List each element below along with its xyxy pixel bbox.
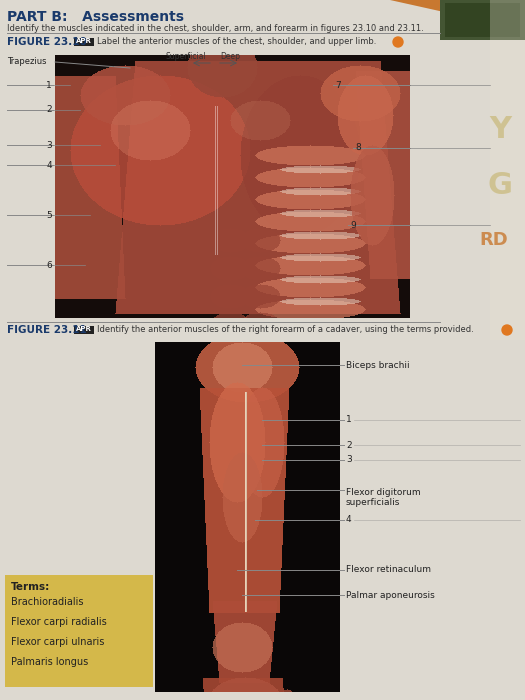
Text: 1: 1 — [46, 80, 52, 90]
Text: 1: 1 — [346, 416, 352, 424]
Text: RD: RD — [480, 231, 508, 249]
Text: 3: 3 — [46, 141, 52, 150]
Text: Y: Y — [489, 116, 511, 144]
Bar — [490, 0, 525, 340]
Text: 3: 3 — [346, 456, 352, 465]
Polygon shape — [390, 0, 525, 30]
Text: 6: 6 — [46, 260, 52, 270]
Text: Biceps brachii: Biceps brachii — [346, 360, 410, 370]
Text: Superficial: Superficial — [165, 52, 206, 61]
Bar — [5, 575, 153, 687]
Text: Terms:: Terms: — [11, 582, 50, 592]
Bar — [74, 38, 94, 46]
Text: 4: 4 — [46, 160, 52, 169]
Text: PART B:   Assessments: PART B: Assessments — [7, 10, 184, 24]
Text: 8: 8 — [355, 144, 361, 153]
Circle shape — [502, 325, 512, 335]
Text: 9: 9 — [350, 220, 356, 230]
Text: APR: APR — [76, 38, 92, 44]
Text: 2: 2 — [46, 106, 52, 115]
Text: Flexor retinaculum: Flexor retinaculum — [346, 566, 431, 575]
Text: 5: 5 — [46, 211, 52, 220]
Text: Brachioradialis: Brachioradialis — [11, 597, 83, 607]
Text: 7: 7 — [335, 80, 341, 90]
Text: Deep: Deep — [220, 52, 240, 61]
Text: Palmar aponeurosis: Palmar aponeurosis — [346, 591, 435, 599]
Text: G: G — [488, 171, 512, 199]
Text: Trapezius: Trapezius — [7, 57, 47, 66]
Text: Flexor digitorum
superficialis: Flexor digitorum superficialis — [346, 488, 421, 508]
Text: 1: 1 — [396, 39, 400, 45]
Text: Identify the anterior muscles of the right forearm of a cadaver, using the terms: Identify the anterior muscles of the rig… — [97, 325, 474, 334]
Bar — [74, 326, 94, 334]
Circle shape — [393, 37, 403, 47]
Text: FIGURE 23.10: FIGURE 23.10 — [7, 37, 87, 47]
Text: 4: 4 — [346, 515, 352, 524]
Text: FIGURE 23.11: FIGURE 23.11 — [7, 325, 87, 335]
Text: 1: 1 — [505, 328, 509, 332]
Text: APR: APR — [76, 326, 92, 332]
Bar — [440, 0, 525, 40]
Bar — [445, 3, 520, 37]
Text: Identify the muscles indicated in the chest, shoulder, arm, and forearm in figur: Identify the muscles indicated in the ch… — [7, 24, 424, 33]
Text: 2: 2 — [346, 440, 352, 449]
Text: Flexor carpi radialis: Flexor carpi radialis — [11, 617, 107, 627]
Text: Label the anterior muscles of the chest, shoulder, and upper limb.: Label the anterior muscles of the chest,… — [97, 37, 376, 46]
Text: Flexor carpi ulnaris: Flexor carpi ulnaris — [11, 637, 104, 647]
Text: Palmaris longus: Palmaris longus — [11, 657, 88, 667]
